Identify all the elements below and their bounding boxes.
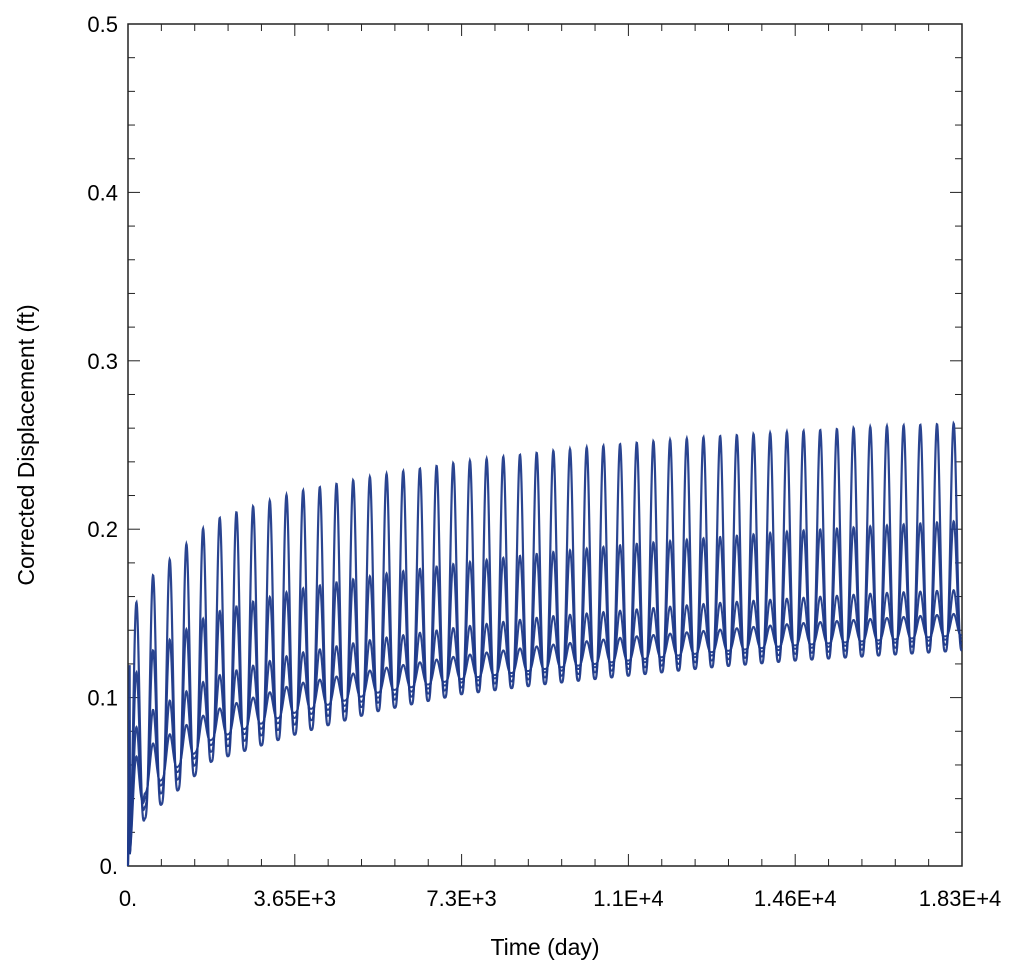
x-tick-label: 1.83E+4: [919, 886, 1002, 911]
y-tick-label: 0.3: [87, 349, 118, 374]
y-tick-label: 0.1: [87, 686, 118, 711]
x-axis-ticks: [127, 24, 963, 866]
series-line-3: [127, 589, 962, 867]
y-tick-label: 0.5: [87, 12, 118, 37]
x-tick-label: 3.65E+3: [254, 886, 337, 911]
x-axis-title: Time (day): [490, 934, 599, 960]
x-tick-label: 0.: [119, 886, 137, 911]
y-axis-ticks: [128, 23, 962, 867]
x-tick-labels: 0. 3.65E+3 7.3E+3 1.1E+4 1.46E+4 1.83E+4: [119, 886, 1001, 911]
x-tick-label: 1.1E+4: [593, 886, 663, 911]
x-tick-label: 7.3E+3: [426, 886, 496, 911]
y-tick-label: 0.: [100, 854, 118, 879]
series-line-1: [126, 420, 963, 867]
series-line-2: [127, 519, 963, 867]
series-layer: [126, 420, 963, 867]
y-tick-labels: 0. 0.1 0.2 0.3 0.4 0.5: [87, 12, 118, 879]
y-tick-label: 0.2: [87, 517, 118, 542]
y-tick-label: 0.4: [87, 180, 118, 205]
y-axis-title: Corrected Displacement (ft): [13, 304, 39, 585]
series-line-4: [127, 612, 962, 867]
x-tick-label: 1.46E+4: [754, 886, 837, 911]
plot-area: [127, 23, 963, 867]
